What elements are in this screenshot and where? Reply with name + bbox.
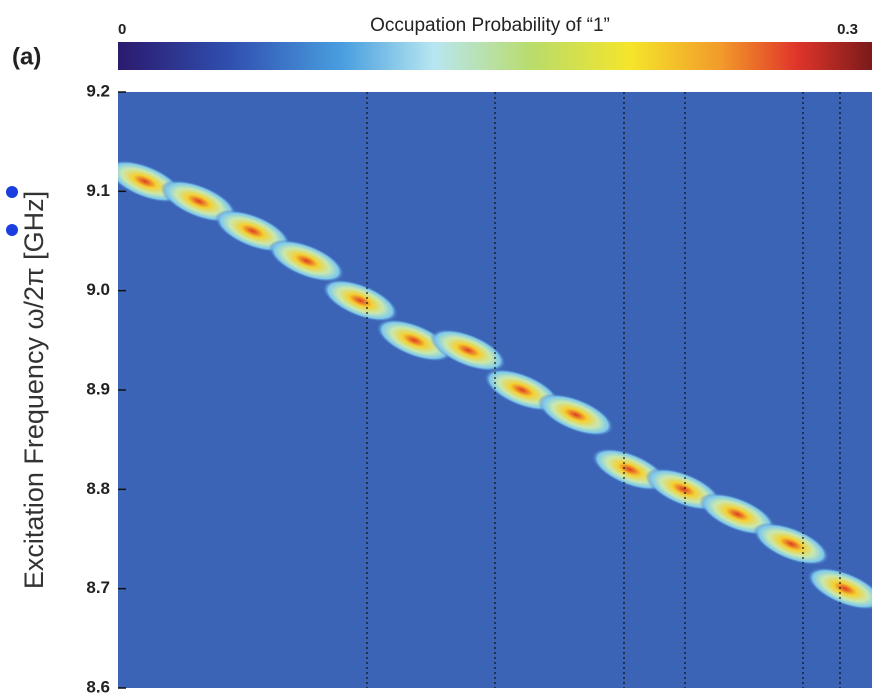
ridge-cell xyxy=(160,180,237,223)
colorbar-tick-label: 0 xyxy=(118,21,126,38)
ridge-cell xyxy=(753,522,830,566)
y-tick-label: 8.6 xyxy=(86,677,110,696)
marker-dot xyxy=(6,224,18,236)
ridge-cell xyxy=(537,393,614,437)
colorbar xyxy=(118,42,872,70)
y-axis-label: Excitation Frequency ω/2π [GHz] xyxy=(19,191,49,589)
ridge-cell xyxy=(699,492,776,536)
ridge-cell xyxy=(214,209,291,253)
ridge-cell xyxy=(430,329,506,372)
colorbar-tick-label: 0.3 xyxy=(837,21,858,38)
ridge-cell xyxy=(322,279,399,322)
panel-label: (a) xyxy=(12,43,41,70)
marker-dot xyxy=(6,186,18,198)
ridge-cell xyxy=(807,567,872,610)
colorbar-label: Occupation Probability of “1” xyxy=(370,15,610,36)
y-tick-label: 8.8 xyxy=(86,479,110,498)
y-tick-label: 8.9 xyxy=(86,379,110,398)
y-tick-label: 9.1 xyxy=(86,181,110,200)
ridge-cell xyxy=(376,319,453,362)
y-tick-label: 9.0 xyxy=(86,280,110,299)
heatmap xyxy=(118,160,872,610)
y-tick-label: 9.2 xyxy=(86,81,110,100)
dotted-lines xyxy=(366,92,841,688)
y-tick-label: 8.7 xyxy=(86,578,110,597)
ridge-cell xyxy=(268,239,345,283)
